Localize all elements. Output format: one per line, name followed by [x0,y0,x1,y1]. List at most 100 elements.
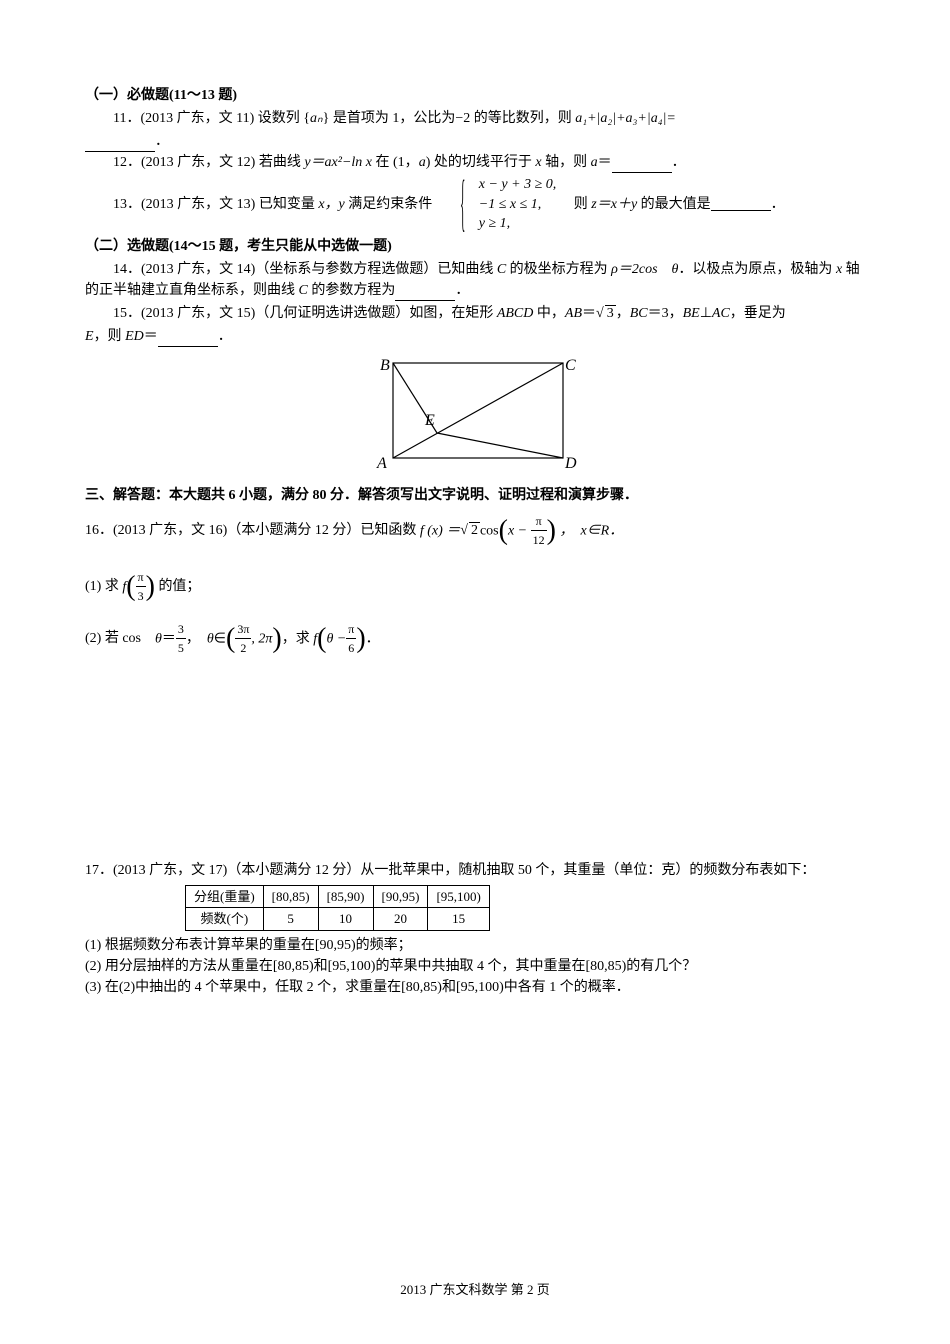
p11-an: aₙ [310,111,323,126]
pi6-den: 6 [346,639,356,657]
twelve-den: 12 [531,531,547,549]
p13-xy: x，y [318,197,344,212]
p15-comma: ， [616,306,630,321]
th-2: [85,90) [318,885,373,908]
p16-sub1: (1) 求 f(π3) 的值； [85,566,865,608]
p14-C2: C [299,283,308,298]
p14-blank [395,287,455,301]
pi3-num: π [136,568,146,587]
td-2: 20 [373,908,428,931]
frac-pi-6: π6 [346,620,356,657]
p16-in: ∈ [214,631,226,646]
table-header-row: 分组(重量) [80,85) [85,90) [90,95) [95,100) [186,885,490,908]
p15-eq1: ＝ [582,306,596,321]
rparen-2: ) [146,571,155,602]
p11-text: 11．(2013 广东，文 11) 设数列 { [113,111,310,126]
problem-16: 16．(2013 广东，文 16)（本小题满分 12 分）已知函数 f (x) … [85,510,865,552]
p16-theta: θ [155,631,162,646]
p15-mid2: ，垂足为 [730,306,786,321]
lparen-2: ( [126,571,135,602]
pi-num: π [531,512,547,531]
p13-suffix: 的最大值是 [637,197,711,212]
p15-abcd: ABCD [497,306,534,321]
problem-13: 13．(2013 广东，文 13) 已知变量 x，y 满足约束条件 x − y … [85,175,865,234]
line-BE [393,363,437,433]
constraint-3: y ≥ 1, [451,214,557,234]
p14-prefix: 14．(2013 广东，文 14)（坐标系与参数方程选做题）已知曲线 [113,262,497,277]
p16-x: x − [508,523,527,538]
label-A: A [376,455,387,470]
rparen-1: ) [547,515,556,546]
den-5: 5 [176,639,186,657]
th-3: [90,95) [373,885,428,908]
frac-pi-3: π3 [136,568,146,605]
section-3-title: 三、解答题：本大题共 6 小题，满分 80 分．解答须写出文字说明、证明过程和演… [85,485,865,506]
p12-mid: 在 (1， [372,155,419,170]
p15-blank [158,333,218,347]
problem-12: 12．(2013 广东，文 12) 若曲线 y＝ax²−ln x 在 (1，a)… [85,152,865,173]
p14-mid: 的极坐标方程为 [506,262,611,277]
p16-cos: cos [480,523,499,538]
p17-prefix: 17．(2013 广东，文 17)（本小题满分 12 分）从一批苹果中，随机抽取… [85,863,815,878]
p14-suffix: 的参数方程为 [308,283,396,298]
p15-then: ，则 [94,329,126,344]
td-label: 频数(个) [186,908,264,931]
p11-suffix: ． [155,134,169,149]
p16-thetaminus: θ − [326,631,346,646]
page-footer: 2013 广东文科数学 第 2 页 [0,1280,950,1300]
p13-blank [711,197,771,211]
num-3: 3 [176,620,186,639]
p13-prefix: 13．(2013 广东，文 13) 已知变量 [113,197,318,212]
td-1: 10 [318,908,373,931]
table-data-row: 频数(个) 5 10 20 15 [186,908,490,931]
rparen-4: ) [356,623,365,654]
problem-11: 11．(2013 广东，文 11) 设数列 {aₙ} 是首项为 1，公比为−2 … [85,108,865,129]
p16-xR: ， x∈R． [559,523,623,538]
p14-C: C [497,262,506,277]
p16-eq: ＝ [162,631,176,646]
p16-sub2: (2) 若 cos θ＝35， θ∈(3π2, 2π)，求 f(θ −π6)． [85,618,865,660]
section-2-title: （二）选做题(14～15 题，考生只能从中选做一题) [85,236,865,257]
p13-mid: 满足约束条件 [345,197,433,212]
p14-mid2: ．以极点为原点，极轴为 [678,262,836,277]
p15-perp: ⊥ [700,306,712,321]
p11-mid: } 是首项为 1，公比为−2 的等比数列，则 [323,111,576,126]
frequency-table: 分组(重量) [80,85) [85,90) [90,95) [95,100) … [185,885,490,931]
p15-ED: ED [125,329,144,344]
p12-blank [612,159,672,173]
num-3pi: 3π [235,620,251,639]
p17-sub3: (3) 在(2)中抽出的 4 个苹果中，任取 2 个，求重量在[80,85)和[… [85,977,865,998]
p16-sub1-prefix: (1) 求 [85,579,122,594]
p16-sqrt2: 2 [469,522,480,538]
p14-end: ． [455,283,469,298]
lparen-1: ( [499,515,508,546]
lparen-3: ( [226,623,235,654]
problem-15: 15．(2013 广东，文 15)（几何证明选讲选做题）如图，在矩形 ABCD … [85,303,865,324]
th-1: [80,85) [263,885,318,908]
p12-a: a [419,155,426,170]
frac-3-5: 35 [176,620,186,657]
td-3: 15 [428,908,489,931]
p15-AC: AC [712,306,730,321]
p12-eq1: y＝ax²−ln x [304,155,372,170]
p17-sub1: (1) 根据频数分布表计算苹果的重量在[90,95)的频率； [85,935,865,956]
p14-eq: ρ＝2cos θ [611,262,678,277]
frac-3pi-2: 3π2 [235,620,251,657]
p16-comma: ， [186,631,207,646]
p13-after: 则 [560,197,592,212]
p15-E: E [85,329,94,344]
p17-sub2: (2) 用分层抽样的方法从重量在[80,85)和[95,100)的苹果中共抽取 … [85,956,865,977]
sqrt-sign-2 [460,523,468,538]
p16-2pi: , 2π [251,631,272,646]
p15-BE: BE [683,306,700,321]
label-D: D [564,455,577,470]
label-B: B [380,357,390,374]
th-4: [95,100) [428,885,489,908]
problem-14: 14．(2013 广东，文 14)（坐标系与参数方程选做题）已知曲线 C 的极坐… [85,259,865,301]
section-1-title: （一）必做题(11～13 题) [85,85,865,106]
line-ED [437,433,563,458]
p12-prefix: 12．(2013 广东，文 12) 若曲线 [113,155,304,170]
constraint-2: −1 ≤ x ≤ 1, [451,195,557,215]
th-0: 分组(重量) [186,885,264,908]
p16-prefix: 16．(2013 广东，文 16)（本小题满分 12 分）已知函数 [85,523,420,538]
